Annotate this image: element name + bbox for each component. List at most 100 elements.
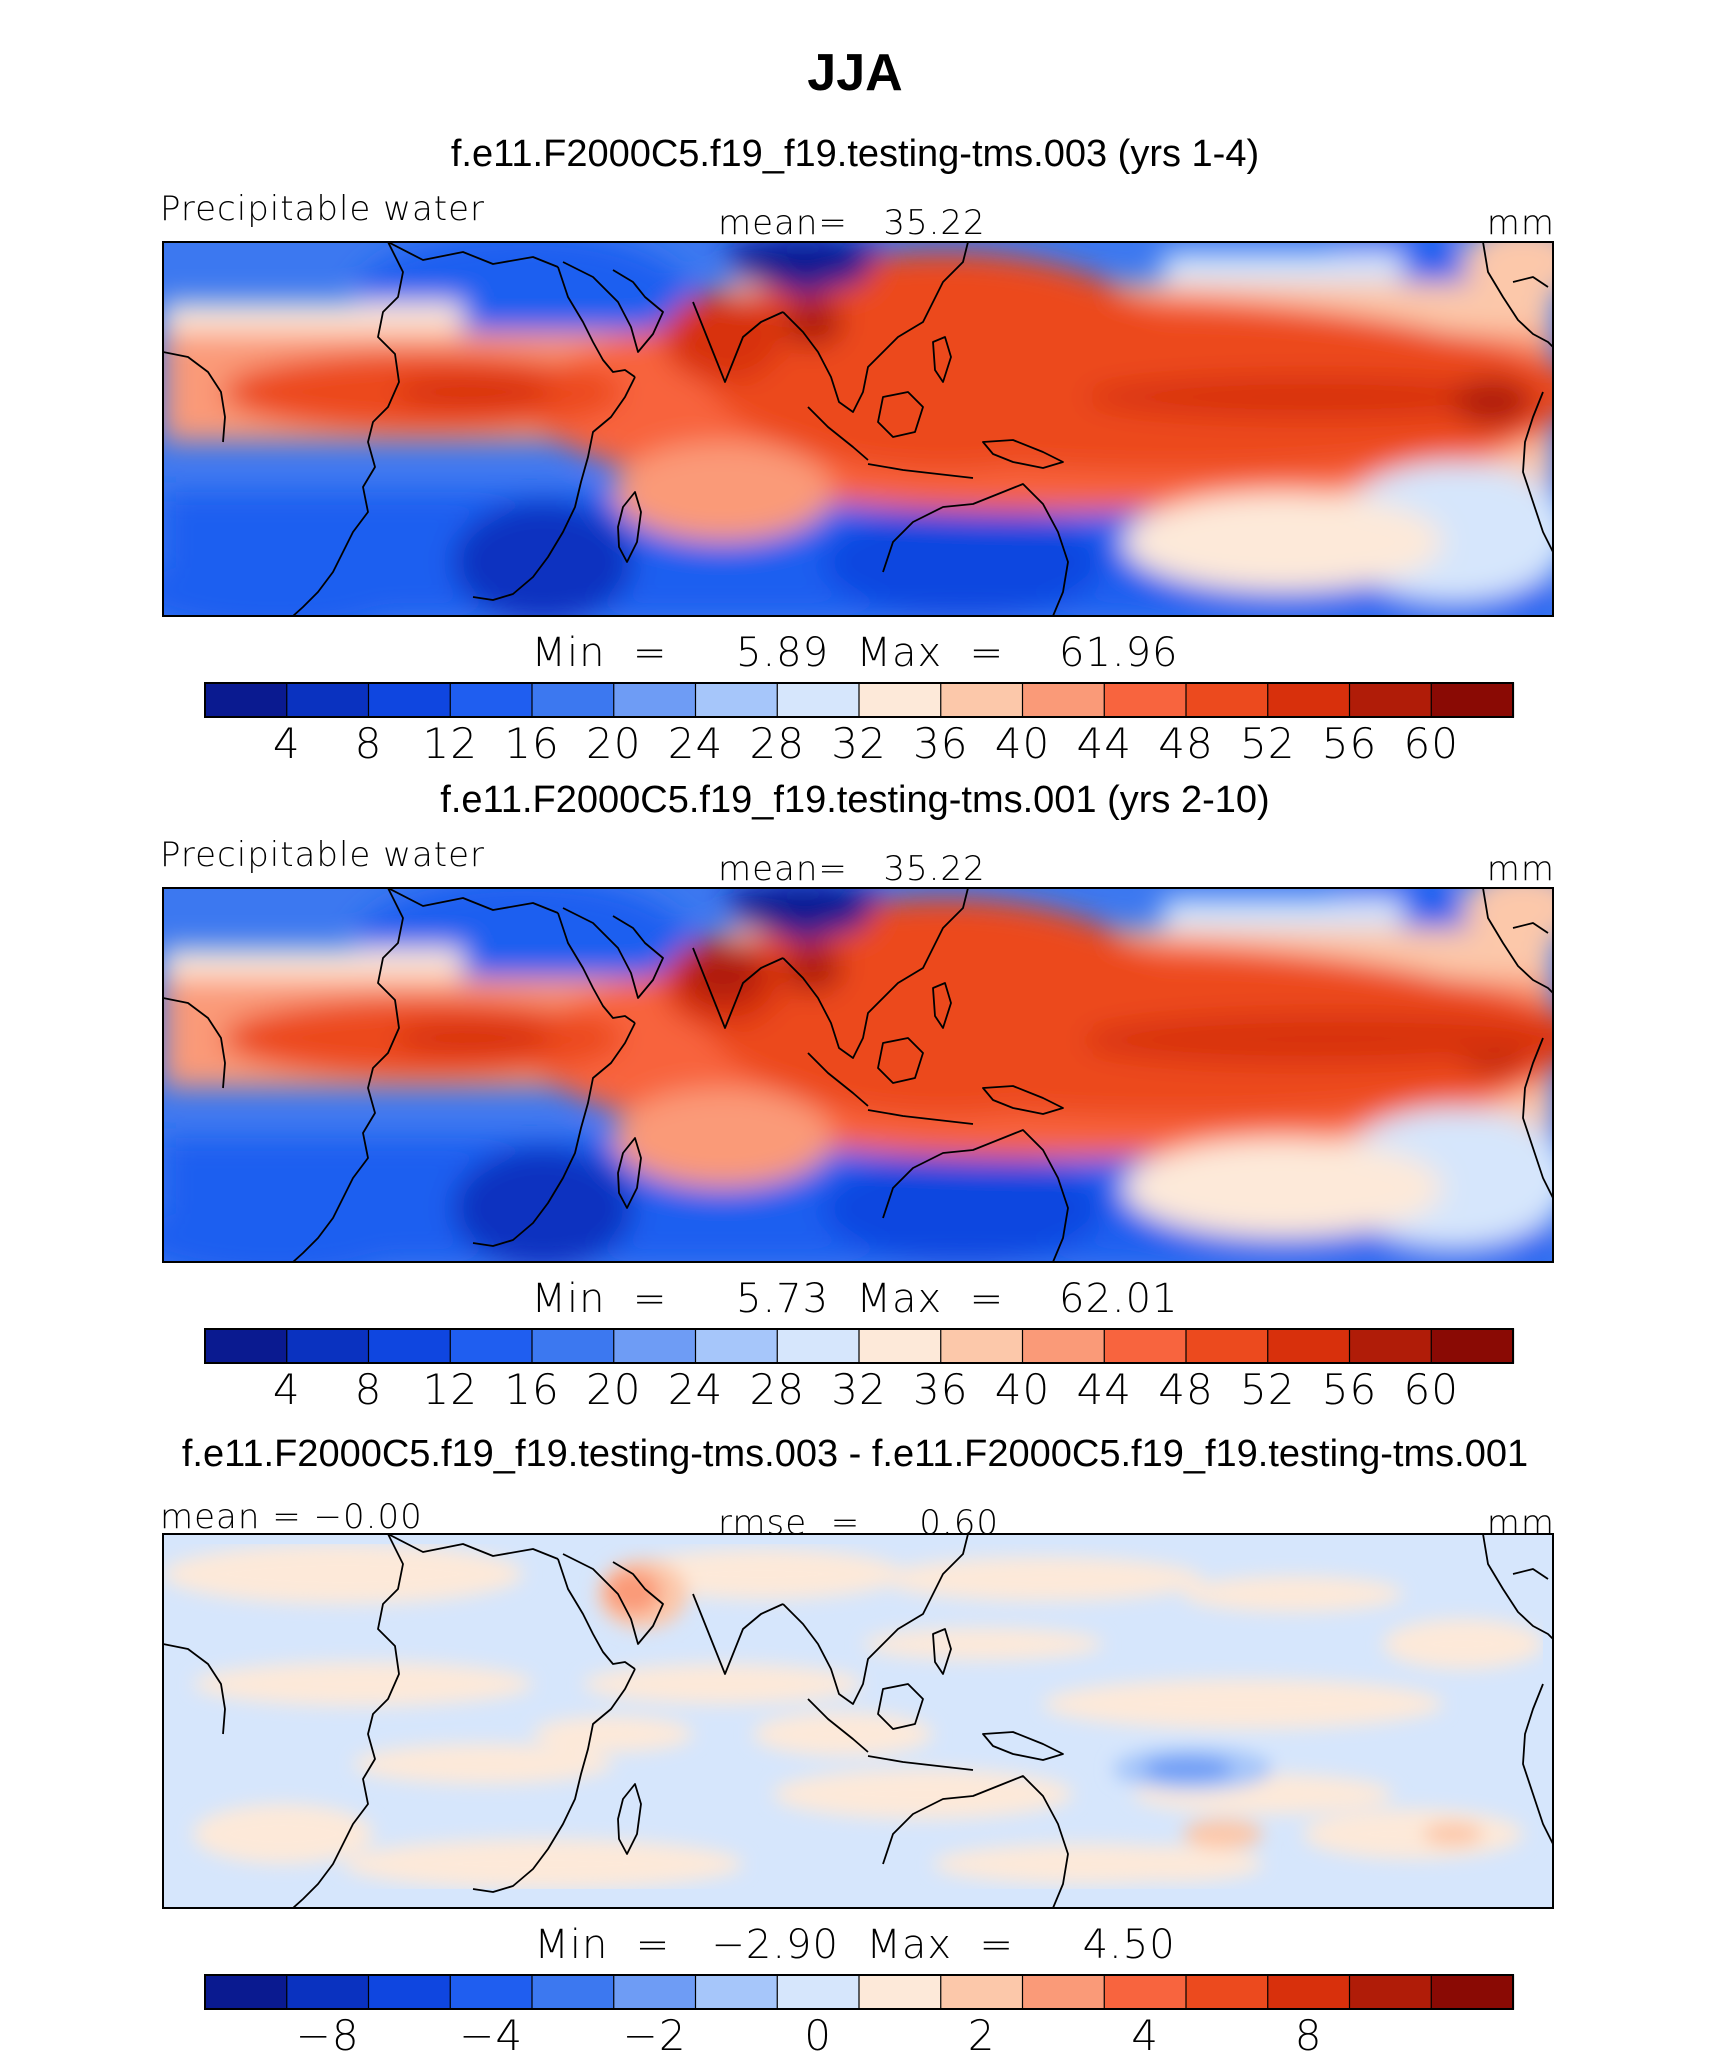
colorbar-tick-label: 32 — [831, 719, 886, 768]
colorbar-tick-label: −8 — [296, 2011, 360, 2060]
colorbar-swatch — [613, 1328, 697, 1364]
units-label: mm — [1487, 203, 1555, 243]
colorbar-swatch — [1185, 1328, 1269, 1364]
colorbar: 4 8 12 16 20 24 28 32 36 40 44 48 52 56 60 — [204, 1328, 1515, 1414]
panel-1: f.e11.F2000C5.f19_f19.testing-tms.003 (y… — [160, 133, 1555, 768]
units-label: mm — [1487, 849, 1555, 889]
map-field — [162, 241, 1554, 617]
colorbar-swatch — [204, 682, 288, 718]
colorbar-tick-label: 20 — [586, 1365, 641, 1414]
colorbar-tick-label: 32 — [831, 1365, 886, 1414]
colorbar-tick-label: 2 — [968, 2011, 996, 2060]
colorbar-swatch — [613, 1974, 697, 2010]
colorbar-tick-label: 4 — [273, 1365, 301, 1414]
colorbar-swatch — [449, 682, 534, 718]
map-frame — [162, 241, 1554, 617]
map-frame — [162, 1533, 1554, 1909]
colorbar: 4 8 12 16 20 24 28 32 36 40 44 48 52 56 60 — [204, 682, 1515, 768]
panel-subtitle: f.e11.F2000C5.f19_f19.testing-tms.003 (y… — [451, 133, 1259, 175]
colorbar-tick-label: 4 — [273, 719, 301, 768]
colorbar-swatch — [1348, 1974, 1433, 2010]
colorbar-swatch — [1021, 1328, 1106, 1364]
colorbar-swatch — [204, 1328, 288, 1364]
colorbar-swatch — [367, 1328, 452, 1364]
colorbar-swatch — [1348, 1328, 1433, 1364]
mean-label: mean= 35.22 — [718, 849, 986, 889]
colorbar-swatch — [286, 1328, 370, 1364]
colorbar-tick-label: 16 — [504, 719, 559, 768]
colorbar-tick-label: 20 — [586, 719, 641, 768]
map-field — [162, 1533, 1554, 1909]
colorbar-swatch — [1267, 1328, 1351, 1364]
colorbar-swatch — [1103, 682, 1188, 718]
colorbar-tick-label: 8 — [355, 719, 383, 768]
colorbar-swatch — [531, 682, 615, 718]
colorbar-swatch — [1430, 1328, 1515, 1364]
colorbar-tick-label: 16 — [504, 1365, 559, 1414]
colorbar-tick-label: 28 — [750, 719, 805, 768]
colorbar-swatch — [940, 1974, 1024, 2010]
colorbar-tick-label: 24 — [668, 719, 723, 768]
colorbar-tick-label: 8 — [355, 1365, 383, 1414]
colorbar-swatch — [204, 1974, 288, 2010]
colorbar-tick-label: 52 — [1240, 719, 1295, 768]
colorbar-swatch — [776, 682, 861, 718]
colorbar-swatch — [776, 1328, 861, 1364]
colorbar-swatch — [776, 1974, 861, 2010]
colorbar-tick-label: 36 — [913, 1365, 968, 1414]
panel-subtitle: f.e11.F2000C5.f19_f19.testing-tms.003 - … — [182, 1433, 1528, 1475]
panel-3: f.e11.F2000C5.f19_f19.testing-tms.003 - … — [160, 1433, 1554, 2060]
colorbar-swatch — [1185, 682, 1269, 718]
colorbar-tick-label: 44 — [1077, 1365, 1132, 1414]
figure-title: JJA — [807, 44, 902, 102]
colorbar-swatch — [449, 1974, 534, 2010]
colorbar-swatch — [1348, 682, 1433, 718]
colorbar-swatch — [367, 1974, 452, 2010]
colorbar-tick-label: 52 — [1240, 1365, 1295, 1414]
map-field — [162, 887, 1554, 1263]
colorbar-swatch — [694, 1328, 779, 1364]
colorbar-swatch — [1267, 1974, 1351, 2010]
colorbar-tick-label: −2 — [623, 2011, 687, 2060]
colorbar-tick-label: 56 — [1322, 719, 1377, 768]
colorbar-tick-label: 40 — [995, 1365, 1050, 1414]
colorbar-swatch — [1021, 682, 1106, 718]
variable-label: Precipitable water — [160, 189, 485, 229]
mean-label: mean= 35.22 — [718, 203, 986, 243]
colorbar-tick-label: −4 — [459, 2011, 523, 2060]
colorbar-tick-label: 56 — [1322, 1365, 1377, 1414]
colorbar-tick-label: 4 — [1131, 2011, 1159, 2060]
min-max-label: Min = 5.73 Max = 62.01 — [532, 1276, 1179, 1322]
colorbar-swatch — [1103, 1328, 1188, 1364]
colorbar: −8 −4 −2 0 2 4 8 — [204, 1974, 1515, 2060]
colorbar-swatch — [858, 1328, 942, 1364]
colorbar-swatch — [1430, 1974, 1515, 2010]
map-frame — [162, 887, 1554, 1263]
variable-label: Precipitable water — [160, 835, 485, 875]
colorbar-tick-label: 8 — [1295, 2011, 1323, 2060]
colorbar-tick-label: 24 — [668, 1365, 723, 1414]
colorbar-swatch — [1021, 1974, 1106, 2010]
colorbar-tick-label: 40 — [995, 719, 1050, 768]
colorbar-swatch — [694, 682, 779, 718]
colorbar-swatch — [286, 682, 370, 718]
panel-2: f.e11.F2000C5.f19_f19.testing-tms.001 (y… — [160, 779, 1555, 1414]
colorbar-swatch — [1267, 682, 1351, 718]
colorbar-tick-label: 28 — [750, 1365, 805, 1414]
colorbar-tick-label: 12 — [423, 1365, 478, 1414]
colorbar-tick-label: 36 — [913, 719, 968, 768]
min-max-label: Min = 5.89 Max = 61.96 — [532, 630, 1179, 676]
colorbar-tick-label: 60 — [1404, 1365, 1459, 1414]
colorbar-swatch — [1430, 682, 1515, 718]
colorbar-swatch — [858, 1974, 942, 2010]
colorbar-tick-label: 60 — [1404, 719, 1459, 768]
colorbar-swatch — [940, 1328, 1024, 1364]
colorbar-swatch — [531, 1974, 615, 2010]
colorbar-tick-label: 44 — [1077, 719, 1132, 768]
min-max-label: Min = −2.90 Max = 4.50 — [534, 1922, 1175, 1968]
colorbar-tick-label: 12 — [423, 719, 478, 768]
mean-label: mean = −0.00 — [160, 1497, 423, 1537]
colorbar-swatch — [858, 682, 942, 718]
panel-subtitle: f.e11.F2000C5.f19_f19.testing-tms.001 (y… — [440, 779, 1269, 821]
